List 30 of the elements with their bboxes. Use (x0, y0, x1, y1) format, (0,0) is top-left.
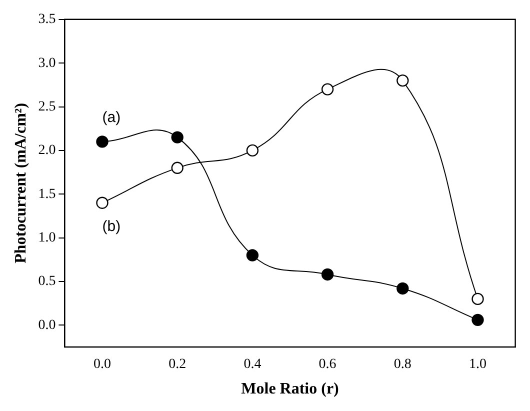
point (246, 249, 259, 262)
point (246, 144, 259, 157)
point (96, 136, 108, 148)
x-tick-label: 0.4 (244, 357, 262, 372)
series-label: (a) (102, 108, 121, 126)
x-tick-label: 0.2 (168, 357, 186, 372)
y-tick-label: 0.5 (38, 274, 56, 290)
y-tick-label: 1.0 (38, 230, 56, 246)
y-tick-label: 2.5 (38, 99, 56, 114)
x-axis-title: Mole Ratio (r) (241, 380, 339, 398)
point (321, 83, 334, 96)
x-tick-label: 0.6 (318, 357, 336, 372)
x-tick-label: 0.0 (94, 357, 111, 372)
y-tick-label: 0.0 (38, 318, 56, 333)
y-axis-title: Photocurrent (mA/cm²) (12, 102, 30, 264)
point (96, 196, 108, 209)
point (472, 314, 484, 326)
y-tick-label: 3.5 (38, 12, 56, 28)
point (396, 74, 409, 87)
y-tick-label: 2.0 (38, 143, 56, 158)
point (472, 292, 484, 306)
point (171, 131, 184, 144)
y-tick-label: 1.5 (38, 186, 56, 202)
point (321, 268, 334, 281)
series-label: (b) (102, 218, 121, 235)
y-tick-label: 3.0 (38, 56, 56, 71)
x-tick-label: 1.0 (469, 357, 486, 372)
x-tick-label: 0.8 (394, 357, 412, 372)
point (396, 282, 409, 295)
point (171, 162, 184, 174)
